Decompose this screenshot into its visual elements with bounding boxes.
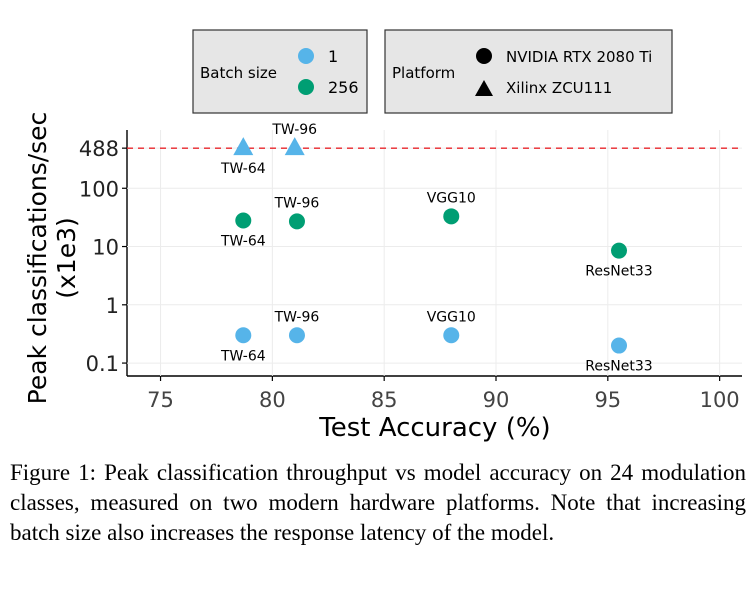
x-axis-label: Test Accuracy (%) bbox=[318, 413, 550, 443]
data-point-label: TW-64 bbox=[220, 161, 266, 177]
legend-batch-256-label: 256 bbox=[328, 78, 359, 97]
legend-platform-fpga-label: Xilinx ZCU111 bbox=[506, 79, 612, 97]
data-point-label: VGG10 bbox=[427, 309, 476, 325]
legend-circle-icon bbox=[476, 48, 492, 64]
data-points: TW-64 TW-96 TW-64 TW-96 VGG10 ResNet33 TW-64 TW… bbox=[220, 122, 653, 374]
y-axis-label-unit: (x1e3) bbox=[52, 217, 81, 299]
y-tick-label: 1 bbox=[106, 294, 119, 318]
data-point bbox=[611, 242, 627, 259]
data-point-label: ResNet33 bbox=[585, 359, 652, 375]
legend-batch-1-label: 1 bbox=[328, 47, 338, 66]
y-ticks: 0.1 1 10 100 488 bbox=[79, 137, 127, 376]
data-point bbox=[288, 327, 305, 344]
data-point-label: TW-64 bbox=[220, 233, 266, 249]
x-ticks: 75 80 85 90 95 100 bbox=[147, 376, 740, 412]
x-tick-label: 90 bbox=[483, 388, 510, 412]
x-tick-label: 75 bbox=[147, 388, 174, 412]
legend-platform: Platform NVIDIA RTX 2080 Ti Xilinx ZCU11… bbox=[384, 29, 673, 114]
y-tick-label: 10 bbox=[92, 236, 119, 260]
data-point-label: TW-96 bbox=[274, 195, 320, 211]
data-point-label: TW-96 bbox=[274, 309, 320, 325]
x-tick-label: 85 bbox=[371, 388, 398, 412]
legend-batch-title: Batch size bbox=[200, 64, 277, 82]
data-point bbox=[235, 212, 252, 229]
y-tick-label: 488 bbox=[79, 137, 119, 161]
data-point bbox=[288, 213, 305, 230]
data-point bbox=[443, 327, 460, 344]
data-point-label: ResNet33 bbox=[585, 264, 652, 280]
grid bbox=[127, 130, 742, 376]
chart: Batch size 1 256 Platform NVIDIA RTX 208… bbox=[23, 29, 742, 443]
legend-batch-size: Batch size 1 256 bbox=[192, 29, 368, 114]
legend-triangle-icon bbox=[475, 80, 493, 96]
figure-caption: Figure 1: Peak classification throughput… bbox=[10, 460, 746, 545]
data-point-label: TW-96 bbox=[271, 122, 317, 138]
data-point-triangle bbox=[233, 137, 254, 156]
y-axis-label: Peak classifications/sec bbox=[23, 112, 52, 405]
data-point-triangle bbox=[284, 137, 305, 156]
x-tick-label: 80 bbox=[259, 388, 286, 412]
x-tick-label: 95 bbox=[594, 388, 621, 412]
legend-platform-gpu-label: NVIDIA RTX 2080 Ti bbox=[506, 48, 652, 66]
legend-batch-256-swatch bbox=[298, 79, 314, 95]
data-point-label: VGG10 bbox=[427, 190, 476, 206]
x-tick-label: 100 bbox=[700, 388, 740, 412]
legend-batch-1-swatch bbox=[298, 48, 314, 64]
data-point bbox=[611, 337, 627, 354]
data-point bbox=[235, 327, 252, 344]
data-point bbox=[443, 208, 460, 225]
legend-platform-title: Platform bbox=[392, 64, 455, 82]
y-tick-label: 100 bbox=[79, 177, 119, 201]
data-point-label: TW-64 bbox=[220, 348, 266, 364]
y-tick-label: 0.1 bbox=[86, 352, 119, 376]
